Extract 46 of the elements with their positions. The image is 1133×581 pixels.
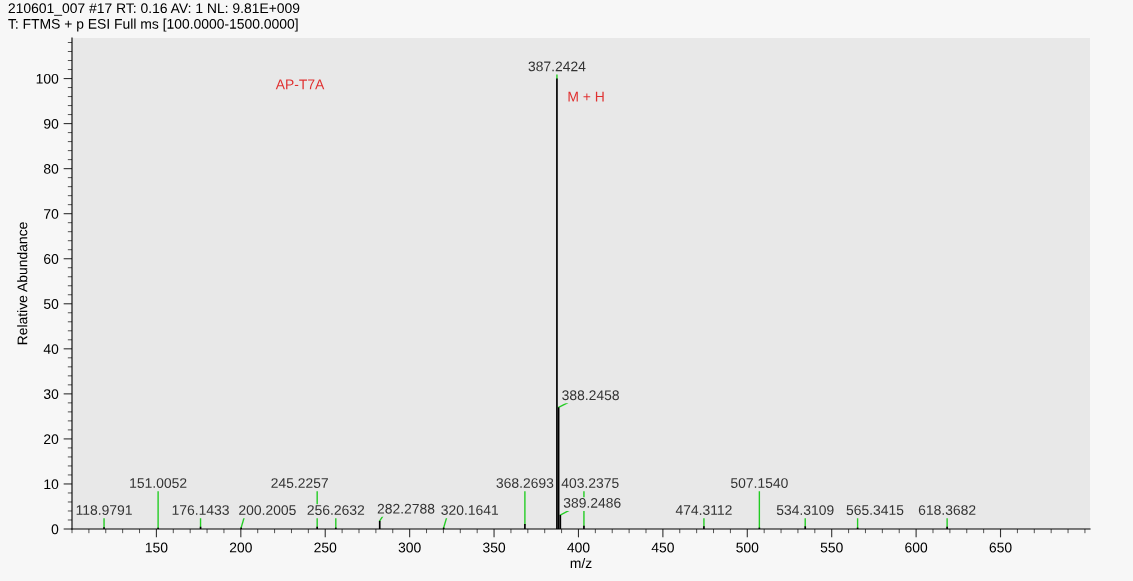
- annotation: 256.2632: [307, 505, 365, 515]
- x-tick-label: 650: [989, 542, 1012, 553]
- annotation: 534.3109: [776, 505, 834, 515]
- annotation: 282.2788: [377, 503, 435, 514]
- annotation: 118.9791: [76, 505, 132, 515]
- annotation: 387.2424: [528, 61, 586, 72]
- x-tick-label: 450: [651, 542, 674, 553]
- y-tick-label: 20: [44, 434, 59, 445]
- annotation: 388.2458: [562, 390, 619, 401]
- y-tick-label: 40: [43, 344, 59, 354]
- annotation: 618.3682: [918, 505, 976, 515]
- y-tick-label: 10: [44, 479, 59, 490]
- x-axis-title: m/z: [570, 557, 592, 569]
- annotation: 403.2375: [561, 478, 619, 488]
- annotation: 474.3112: [675, 505, 732, 515]
- annotation: 245.2257: [271, 478, 328, 488]
- x-tick-label: 300: [398, 542, 421, 553]
- x-tick-label: 150: [145, 542, 168, 553]
- x-tick-label: 350: [483, 542, 506, 553]
- y-tick-label: 100: [36, 73, 59, 84]
- x-tick-label: 500: [736, 542, 759, 553]
- x-tick-label: 550: [820, 542, 843, 553]
- y-tick-label: 70: [44, 209, 59, 219]
- chart-subtitle: T: FTMS + p ESI Full ms [100.0000-1500.0000]: [8, 18, 298, 32]
- y-axis-title: Relative Abundance: [17, 222, 28, 345]
- annotation: 389.2486: [563, 497, 621, 508]
- annotation: 507.1540: [730, 478, 788, 488]
- annotation: 176.1433: [172, 505, 229, 515]
- annotation: 200.2005: [239, 505, 296, 515]
- x-tick-label: 200: [229, 542, 252, 553]
- y-tick-label: 90: [44, 118, 59, 129]
- x-tick-label: 600: [905, 542, 928, 553]
- y-tick-label: 30: [43, 389, 59, 400]
- x-tick-label: 400: [567, 542, 590, 553]
- y-tick-label: 80: [43, 163, 59, 174]
- y-tick-label: 0: [51, 524, 59, 535]
- annotation: 151.0052: [130, 478, 187, 488]
- annotation: 368.2693: [496, 478, 554, 488]
- chart-title: 210601_007 #17 RT: 0.16 AV: 1 NL: 9.81E+009: [8, 3, 300, 16]
- y-tick-label: 50: [43, 299, 59, 309]
- annotation: 320.1641: [441, 505, 499, 515]
- x-tick-label: 250: [314, 542, 337, 553]
- annotation: AP-T7A: [275, 79, 325, 90]
- annotation: 565.3415: [846, 505, 904, 515]
- y-tick-label: 60: [44, 254, 59, 264]
- annotation: M + H: [568, 91, 604, 102]
